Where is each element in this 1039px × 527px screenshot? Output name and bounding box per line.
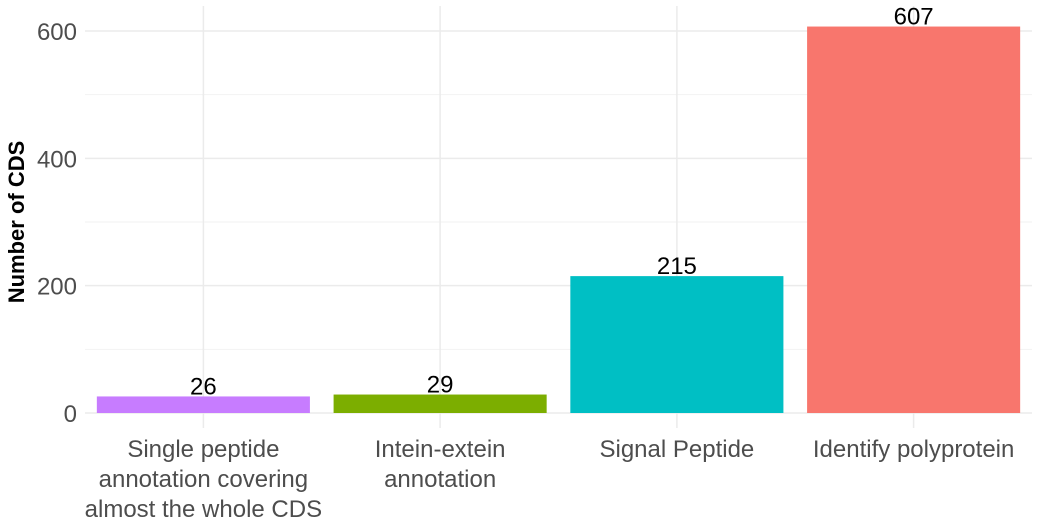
data-label: 215 [657, 253, 697, 280]
y-axis-title: Number of CDS [4, 141, 29, 304]
data-label: 29 [427, 372, 454, 399]
y-tick-label: 400 [37, 146, 77, 173]
data-label: 607 [894, 4, 934, 31]
y-axis-ticks: 0 200 400 600 [37, 19, 77, 428]
bar [807, 26, 1021, 413]
y-tick-label: 600 [37, 19, 77, 46]
x-tick-label: Intein-extein annotation [375, 436, 506, 493]
y-tick-label: 200 [37, 274, 77, 301]
bar [570, 276, 784, 413]
bar-layer: 26 29 215 607 [96, 4, 1021, 413]
data-label: 26 [190, 373, 217, 400]
bar [333, 394, 547, 413]
y-tick-label: 0 [64, 401, 77, 428]
x-tick-label: Identify polyprotein [813, 436, 1014, 463]
bar [96, 396, 310, 413]
x-tick-label: Signal Peptide [599, 436, 754, 463]
x-axis-ticks: Single peptide annotation covering almost … [85, 436, 1015, 523]
x-tick-label: Single peptide annotation covering almost … [85, 436, 322, 523]
